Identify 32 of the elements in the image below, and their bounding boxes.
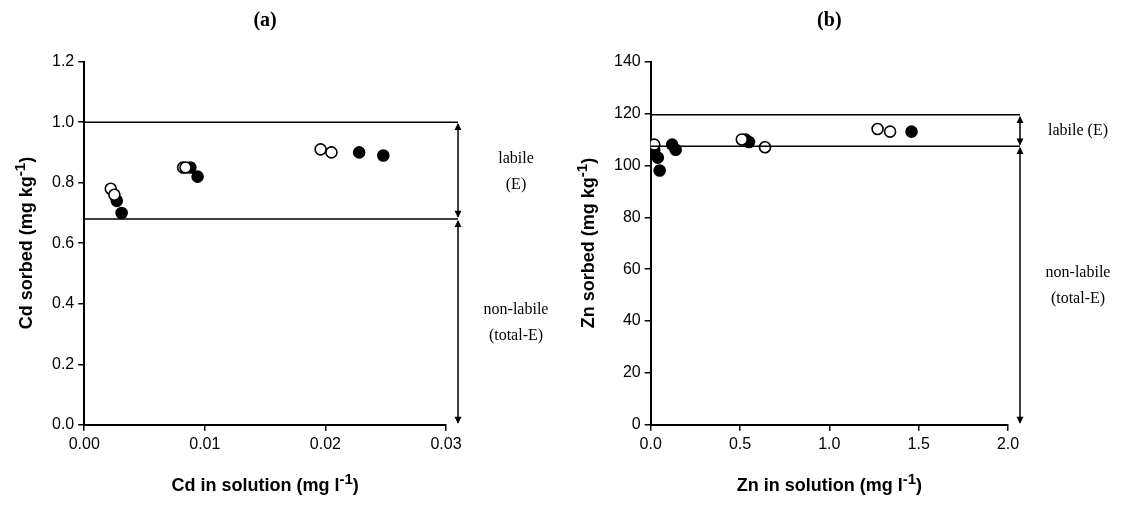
x-axis-title: Cd in solution (mg l$^{-1}$) [170,470,360,496]
y-tick-label: 40 [622,311,641,329]
y-tick-label: 100 [613,155,641,173]
y-tick-label: 0.0 [51,415,75,433]
y-tick-label: 20 [622,363,641,381]
y-tick-label: 0.4 [51,294,75,312]
text: non-labile (total-E) [1044,262,1112,309]
y-tick-label: 140 [613,52,641,70]
y-tick-label: 0 [631,415,641,433]
x-tick-label: 0.5 [728,434,752,452]
x-axis-title: Zn in solution (mg l$^{-1}$) [735,470,923,496]
text: labile (E) [497,147,535,195]
chart-title: (a) [252,8,278,31]
y-tick-label: 60 [622,259,641,277]
y-tick-label: 0.2 [51,354,75,372]
x-tick-label: 0.02 [309,434,342,452]
x-tick-label: 0.0 [639,434,662,452]
y-tick-label: 0.8 [51,173,75,191]
y-tick-label: 120 [613,103,641,121]
x-tick-label: 0.00 [68,434,100,452]
text: non-labile (total-E) [482,298,550,346]
x-tick-label: 2.0 [996,434,1020,452]
text: labile (E) [1047,120,1109,141]
x-tick-label: 0.03 [430,434,462,452]
x-tick-label: 1.5 [907,434,930,452]
y-tick-label: 0.6 [51,233,75,251]
y-tick-label: 1.0 [51,112,75,130]
y-tick-label: 80 [622,207,641,225]
chart-title: (b) [816,8,843,31]
y-tick-label: 1.2 [51,52,75,70]
x-tick-label: 0.01 [189,434,221,452]
x-tick-label: 1.0 [818,434,841,452]
